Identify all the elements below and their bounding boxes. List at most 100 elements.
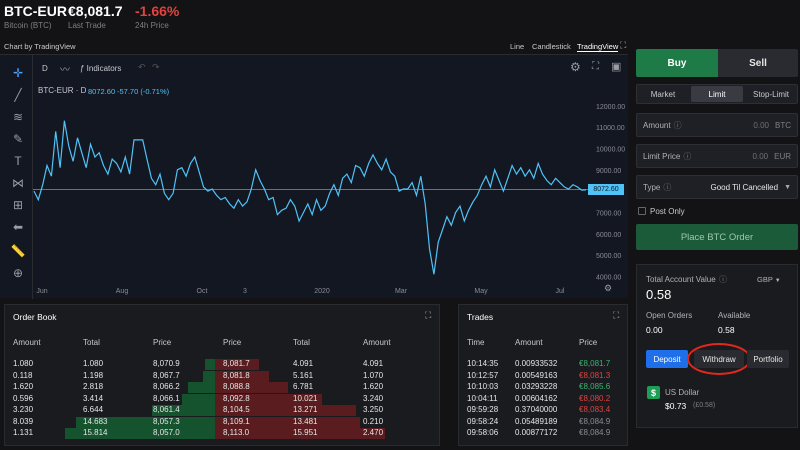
x-tick-label: Jul (556, 288, 565, 295)
x-tick-label: Mar (395, 288, 408, 295)
order-book-row[interactable]: 1.131 15.814 8,057.0 8,113.0 15.951 2.470 (5, 428, 447, 439)
order-book-row[interactable]: 3.230 6.644 8,061.4 8,104.5 13.271 3.250 (5, 405, 447, 416)
trade-amount: 0.00549163 (515, 370, 558, 380)
ask-price: 8,092.8 (223, 393, 250, 403)
post-only-checkbox[interactable] (638, 207, 646, 215)
redo-icon[interactable]: ↷ (152, 62, 160, 72)
bid-amount: 0.118 (13, 370, 33, 380)
chart-type-icon[interactable]: 〰 (60, 65, 70, 76)
amount-value: 0.00 (753, 120, 769, 130)
brush-icon[interactable]: ✎ (12, 132, 24, 146)
tab-stop-limit[interactable]: Stop-Limit (752, 89, 789, 99)
undo-icon[interactable]: ↶ (138, 62, 146, 72)
trendline-icon[interactable]: ╱ (14, 88, 22, 102)
trade-amount: 0.37040000 (515, 405, 558, 414)
bid-depth-bar (75, 416, 215, 428)
trade-price: €8,083.4 (579, 405, 611, 414)
trades-title: Trades (467, 312, 494, 322)
text-icon[interactable]: T (14, 154, 22, 168)
deposit-button[interactable]: Deposit (646, 350, 688, 368)
order-book-header: Amount Total Price Price Total Amount (5, 338, 447, 349)
indicators-label: Indicators (86, 64, 122, 73)
trade-amount: 0.03293228 (515, 382, 558, 391)
bid-amount: 8.039 (13, 416, 34, 426)
indicators-button[interactable]: ƒ Indicators (80, 64, 122, 73)
trade-row: 09:58:24 0.05489189 €8,084.9 (459, 417, 625, 428)
tab-limit[interactable]: Limit (691, 86, 743, 102)
order-book-row[interactable]: 8.039 14.683 8,057.3 8,109.1 13.481 0.210 (5, 416, 447, 428)
limit-price-unit: EUR (774, 151, 791, 161)
trade-price: €8,081.3 (579, 370, 611, 380)
ask-amount: 3.240 (363, 393, 384, 403)
order-book-row[interactable]: 0.596 3.414 8,066.1 8,092.8 10.021 3.240 (5, 393, 447, 405)
bid-price: 8,061.4 (153, 405, 180, 414)
settings-gear-icon[interactable]: ⚙ (570, 60, 581, 74)
portfolio-button[interactable]: Portfolio (747, 350, 789, 368)
bid-depth-bar (152, 405, 215, 416)
y-tick-label: 10000.00 (596, 146, 625, 153)
bid-amount: 3.230 (13, 405, 34, 414)
bid-price: 8,057.3 (153, 416, 180, 426)
ask-depth-bar (215, 416, 360, 428)
price-chart[interactable]: 12000.0011000.0010000.009000.008000.0070… (0, 55, 628, 299)
bid-depth-bar (203, 370, 215, 382)
pattern-icon[interactable]: ⋈ (12, 176, 24, 190)
bid-amount: 0.596 (13, 393, 34, 403)
mode-line[interactable]: Line (510, 42, 525, 51)
bid-price: 8,057.0 (153, 428, 180, 437)
ask-amount: 1.070 (363, 370, 384, 380)
currency-select[interactable]: GBP ▼ (757, 275, 781, 284)
order-book-expand-icon[interactable]: ⛶ (425, 310, 432, 320)
trades-expand-icon[interactable]: ⛶ (613, 310, 620, 320)
camera-icon[interactable]: ▣ (611, 61, 622, 73)
x-tick-label: 3 (243, 288, 247, 295)
order-book-row[interactable]: 0.118 1.198 8,067.7 8,081.8 5.161 1.070 (5, 370, 447, 382)
ruler-icon[interactable]: 📏 (10, 244, 26, 258)
chart-price: 8072.60 (88, 87, 116, 96)
trade-price: €8,084.9 (579, 416, 611, 426)
mode-tradingview[interactable]: TradingView (577, 42, 619, 52)
zoom-icon[interactable]: ⊕ (12, 266, 24, 280)
order-book-row[interactable]: 1.620 2.818 8,066.2 8,088.8 6.781 1.620 (5, 382, 447, 393)
sell-tab[interactable]: Sell (718, 49, 798, 77)
col-amount-ask: Amount (363, 338, 391, 347)
col-amount: Amount (13, 338, 41, 347)
bid-total: 2.818 (83, 382, 104, 391)
fullscreen-icon[interactable]: ⛶ (620, 40, 627, 50)
limit-price-field[interactable]: Limit Price ⓘ 0.00 EUR (636, 144, 798, 168)
fib-icon[interactable]: ≋ (12, 110, 24, 124)
currency-value: GBP (757, 275, 773, 284)
trade-time: 09:58:06 (467, 428, 499, 437)
trade-amount: 0.00877172 (515, 428, 558, 437)
trade-price: €8,080.2 (579, 393, 611, 403)
y-tick-label: 4000.00 (596, 274, 621, 281)
x-tick-label: Jun (36, 288, 47, 295)
last-price-tag: 8072.60 (588, 184, 624, 196)
chart-settings-icon[interactable]: ⚙ (604, 283, 613, 293)
ask-price: 8,081.7 (223, 359, 250, 368)
ask-price: 8,088.8 (223, 382, 250, 391)
buy-tab[interactable]: Buy (636, 49, 718, 77)
x-tick-label: May (474, 288, 488, 295)
bid-price: 8,066.1 (153, 393, 180, 403)
chart-symbol: BTC-EUR · D (38, 86, 87, 95)
trade-amount: 0.00933532 (515, 359, 558, 368)
place-order-button[interactable]: Place BTC Order (636, 224, 798, 250)
post-only-label: Post Only (650, 207, 685, 216)
type-select[interactable]: Type ⓘ Good Til Cancelled ▼ (636, 175, 798, 199)
ask-total: 15.951 (293, 428, 318, 437)
tab-market[interactable]: Market (650, 89, 676, 99)
arrow-left-icon[interactable]: ⬅ (12, 220, 24, 234)
y-tick-label: 5000.00 (596, 253, 621, 260)
x-tick-label: 2020 (314, 288, 330, 295)
interval-select[interactable]: D (42, 64, 48, 73)
chart-delta: -57.70 (-0.71%) (117, 87, 170, 96)
measure-icon[interactable]: ⊞ (12, 198, 24, 212)
order-book-panel: Order Book ⛶ Amount Total Price Price To… (4, 304, 440, 446)
mode-candlestick[interactable]: Candlestick (532, 42, 571, 51)
order-book-row[interactable]: 1.080 1.080 8,070.9 8,081.7 4.091 4.091 (5, 359, 447, 370)
expand-icon[interactable]: ⛶ (592, 61, 599, 72)
crosshair-icon[interactable]: ✛ (12, 66, 24, 80)
amount-field[interactable]: Amount ⓘ 0.00 BTC (636, 113, 798, 137)
bid-amount: 1.131 (13, 428, 34, 437)
